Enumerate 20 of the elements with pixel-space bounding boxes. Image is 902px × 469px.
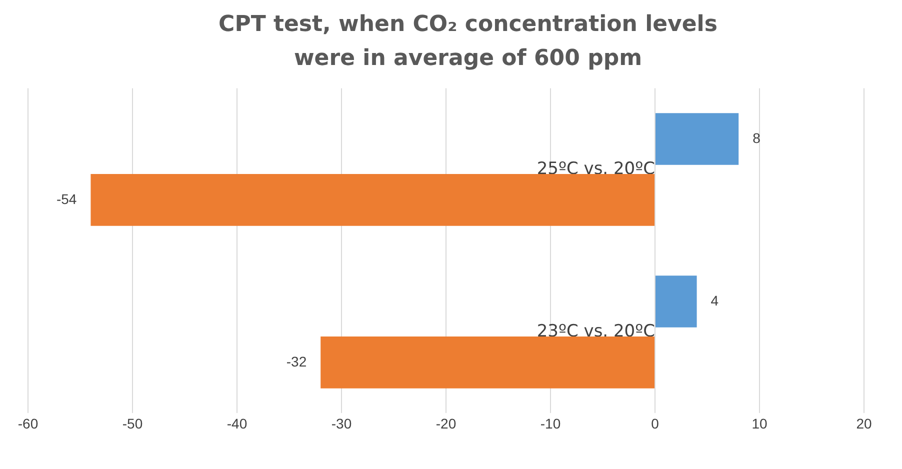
chart-title: CPT test, when CO₂ concentration levels were in average of 600 ppm (218, 11, 718, 73)
data-label: 8 (752, 130, 761, 146)
y-tick-label: 25ºC vs. 20ºC (536, 158, 655, 179)
y-tick-label: 23ºC vs. 20ºC (536, 321, 655, 342)
x-tick-label: 10 (752, 415, 768, 432)
bar (656, 276, 697, 328)
x-tick-label: -30 (331, 415, 352, 432)
x-tick-label: 20 (856, 415, 872, 432)
data-label: 4 (710, 292, 719, 308)
x-tick-label: -60 (18, 415, 38, 432)
x-tick-label: -20 (436, 415, 456, 432)
bar (90, 174, 654, 226)
bar (656, 113, 739, 165)
bar (320, 336, 654, 388)
x-tick-label: -40 (226, 415, 248, 432)
x-tick-label: -10 (540, 415, 561, 432)
x-tick-label: 0 (651, 415, 660, 432)
data-label: -32 (286, 353, 307, 370)
data-label: -54 (56, 190, 77, 207)
x-tick-label: -50 (122, 415, 143, 432)
